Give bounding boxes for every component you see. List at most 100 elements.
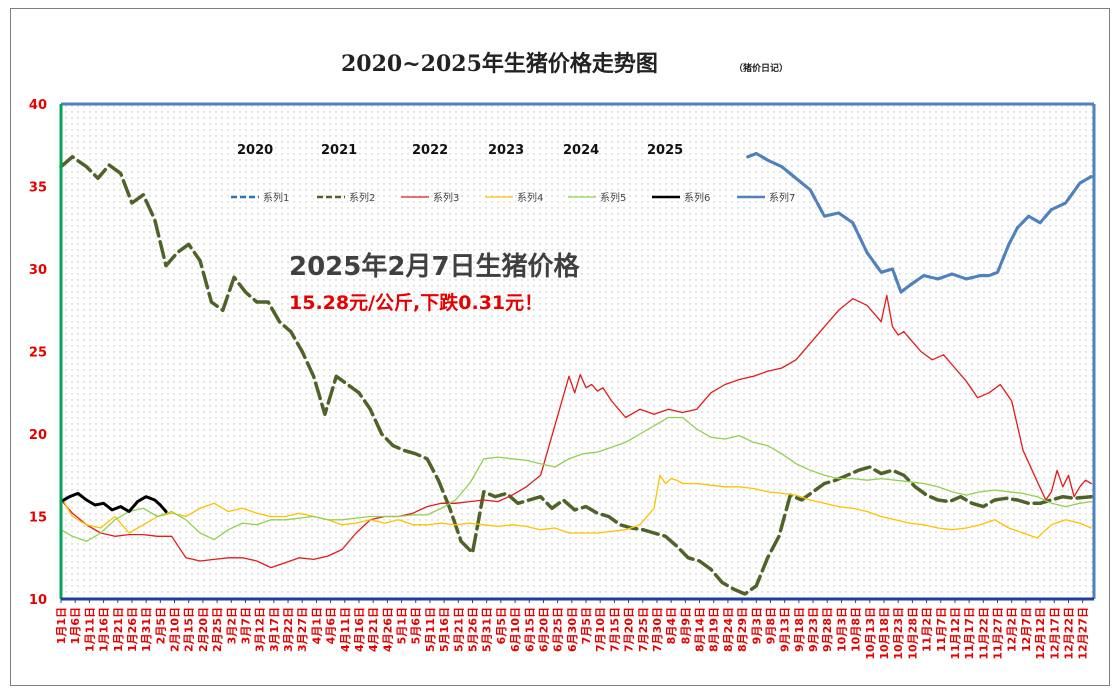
x-tick-label: 11月17日 — [963, 607, 976, 660]
x-tick-label: 3月2日 — [225, 607, 238, 644]
annotation-price: 15.28元/公斤,下跌0.31元！ — [289, 291, 543, 314]
x-tick-label: 4月6日 — [325, 607, 338, 644]
x-tick-label: 1月31日 — [140, 607, 153, 652]
x-tick-label: 9月28日 — [821, 607, 834, 652]
x-tick-label: 3月12日 — [254, 607, 267, 652]
x-tick-label: 5月21日 — [452, 607, 465, 652]
legend-label-6[interactable]: 系列6 — [684, 191, 710, 204]
x-tick-label: 9月18日 — [793, 607, 806, 652]
x-tick-label: 4月21日 — [367, 607, 380, 652]
x-tick-label: 12月7日 — [1020, 607, 1033, 652]
x-tick-label: 11月7日 — [935, 607, 948, 652]
annotation-headline: 2025年2月7日生猪价格 — [289, 251, 581, 282]
x-tick-label: 5月26日 — [467, 607, 480, 652]
x-tick-label: 1月1日 — [55, 607, 68, 644]
x-tick-label: 11月2日 — [921, 607, 934, 652]
x-tick-label: 6月20日 — [537, 607, 550, 652]
x-tick-label: 2月25日 — [211, 607, 224, 652]
x-tick-label: 7月10日 — [594, 607, 607, 652]
dotted-grid — [61, 104, 1094, 599]
x-tick-label: 10月18日 — [878, 607, 891, 660]
x-tick-label: 10月3日 — [835, 607, 848, 652]
legend-label-2[interactable]: 系列2 — [349, 191, 375, 204]
x-tick-label: 6月25日 — [552, 607, 565, 652]
x-tick-label: 5月31日 — [481, 607, 494, 652]
x-tick-label: 12月12日 — [1034, 607, 1047, 660]
x-tick-label: 1月26日 — [126, 607, 139, 652]
x-tick-label: 2月20日 — [197, 607, 210, 652]
x-tick-label: 2月15日 — [183, 607, 196, 652]
year-label-2020: 2020 — [237, 143, 273, 158]
x-tick-label: 3月7日 — [240, 607, 253, 644]
x-tick-label: 9月13日 — [779, 607, 792, 652]
x-tick-label: 8月4日 — [665, 607, 678, 644]
x-tick-label: 8月9日 — [679, 607, 692, 644]
year-label-2022: 2022 — [412, 143, 448, 158]
x-tick-label: 8月29日 — [736, 607, 749, 652]
x-tick-label: 8月24日 — [722, 607, 735, 652]
x-tick-label: 2月10日 — [169, 607, 182, 652]
price-trend-chart: 2020~2025年生猪价格走势图 （猪价日记） 101520253035401… — [29, 51, 1096, 660]
x-tick-label: 10月8日 — [850, 607, 863, 652]
legend-label-4[interactable]: 系列4 — [517, 191, 543, 204]
year-label-2021: 2021 — [321, 143, 357, 158]
series-line-6 — [59, 491, 168, 513]
y-tick-label: 35 — [29, 181, 47, 196]
x-tick-label: 4月1日 — [310, 607, 323, 644]
x-tick-label: 9月3日 — [750, 607, 763, 644]
x-tick-label: 6月5日 — [495, 607, 508, 644]
x-tick-label: 11月12日 — [949, 607, 962, 660]
year-label-2024: 2024 — [563, 143, 599, 158]
x-tick-label: 11月27日 — [992, 607, 1005, 660]
series-line-2 — [59, 155, 1093, 596]
x-tick-label: 9月8日 — [765, 607, 778, 644]
x-tick-label: 4月16日 — [353, 607, 366, 652]
series-line-4 — [60, 474, 1092, 539]
legend-label-5[interactable]: 系列5 — [600, 191, 626, 204]
y-tick-label: 15 — [29, 511, 47, 526]
x-tick-label: 7月20日 — [623, 607, 636, 652]
legend-label-3[interactable]: 系列3 — [433, 191, 459, 204]
x-tick-label: 7月5日 — [580, 607, 593, 644]
chart-frame: 2020~2025年生猪价格走势图 （猪价日记） 10 15 20 25 30 35 40 1… — [10, 8, 1110, 686]
y-tick-label: 10 — [29, 593, 47, 608]
year-label-2023: 2023 — [488, 143, 524, 158]
x-tick-label: 10月28日 — [906, 607, 919, 660]
x-tick-label: 12月17日 — [1048, 607, 1061, 660]
x-tick-label: 7月15日 — [608, 607, 621, 652]
x-tick-label: 5月6日 — [410, 607, 423, 644]
x-tick-label: 12月2日 — [1006, 607, 1019, 652]
x-tick-label: 7月25日 — [637, 607, 650, 652]
chart-title: 2020~2025年生猪价格走势图 — [341, 51, 658, 77]
x-tick-label: 5月11日 — [424, 607, 437, 652]
x-tick-label: 8月14日 — [694, 607, 707, 652]
y-tick-label: 25 — [29, 346, 47, 361]
x-tick-label: 8月19日 — [708, 607, 721, 652]
x-tick-label: 4月26日 — [381, 607, 394, 652]
x-tick-label: 5月1日 — [396, 607, 409, 644]
x-tick-label: 3月22日 — [282, 607, 295, 652]
series-line-5 — [60, 416, 1092, 542]
x-tick-label: 1月11日 — [83, 607, 96, 652]
x-tick-label: 1月6日 — [69, 607, 82, 644]
x-tick-label: 5月16日 — [438, 607, 451, 652]
legend-label-1[interactable]: 系列1 — [263, 191, 289, 204]
y-tick-label: 40 — [29, 98, 47, 113]
series-line-3 — [60, 294, 1092, 569]
series-line-7 — [746, 152, 1093, 294]
x-tick-label: 4月11日 — [339, 607, 352, 652]
x-tick-label: 9月23日 — [807, 607, 820, 652]
x-tick-label: 10月13日 — [864, 607, 877, 660]
x-tick-label: 12月22日 — [1063, 607, 1076, 660]
x-tick-label: 2月5日 — [154, 607, 167, 644]
legend-label-7[interactable]: 系列7 — [769, 191, 795, 204]
x-tick-label: 11月22日 — [977, 607, 990, 660]
year-label-2025: 2025 — [647, 143, 683, 158]
x-tick-label: 1月21日 — [112, 607, 125, 652]
y-tick-label: 30 — [29, 263, 47, 278]
x-tick-label: 6月15日 — [523, 607, 536, 652]
x-tick-label: 6月10日 — [509, 607, 522, 652]
chart-subtitle: （猪价日记） — [734, 62, 788, 74]
y-tick-label: 20 — [29, 428, 47, 443]
x-tick-label: 3月27日 — [296, 607, 309, 652]
